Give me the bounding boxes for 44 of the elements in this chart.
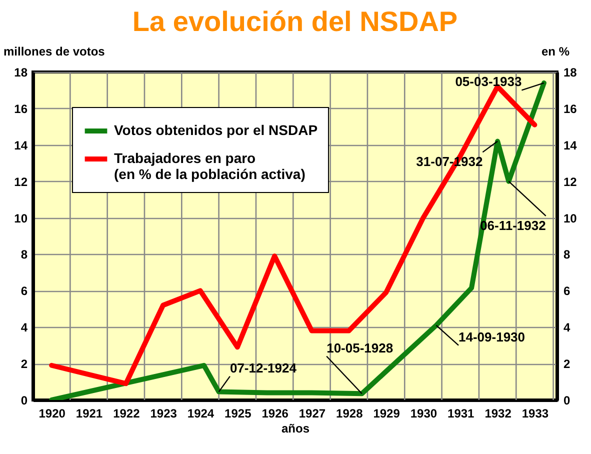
- x-tick-label: 1928: [336, 406, 364, 420]
- x-tick-label: 1922: [113, 406, 140, 420]
- y2-tick-label: 16: [564, 102, 578, 116]
- x-tick-label: 1925: [224, 406, 252, 420]
- y2-tick-label: 6: [564, 284, 570, 298]
- y-tick-label: 14: [14, 138, 28, 152]
- y-tick-label: 8: [20, 248, 28, 262]
- x-tick-label: 1926: [262, 406, 289, 420]
- y2-tick-label: 10: [564, 211, 578, 226]
- x-tick-label: 1932: [484, 406, 512, 420]
- y-tick-label: 2: [20, 357, 28, 372]
- x-tick-label: 1924: [187, 406, 214, 420]
- y2-tick-label: 0: [564, 394, 570, 408]
- legend-label: Votos obtenidos por el NSDAP: [114, 122, 318, 138]
- x-tick-label: 1920: [38, 406, 66, 420]
- y-tick-label: 4: [20, 320, 28, 335]
- x-tick-label: 1927: [298, 406, 326, 420]
- annotation: 07-12-1924: [230, 360, 298, 376]
- y2-tick-label: 4: [564, 320, 570, 335]
- x-tick-label: 1933: [522, 406, 549, 420]
- x-tick-label: 1930: [410, 406, 438, 420]
- x-tick-label: 1923: [150, 406, 178, 420]
- y-tick-label: 18: [14, 66, 28, 80]
- y-tick-label: 6: [20, 284, 28, 298]
- y-axis-title: millones de votos: [4, 44, 106, 58]
- x-tick-label: 1929: [373, 406, 400, 420]
- annotation: 10-05-1928: [326, 340, 394, 356]
- annotation: 14-09-1930: [458, 329, 526, 344]
- y-tick-label: 0: [20, 394, 28, 408]
- y-tick-label: 12: [14, 174, 28, 189]
- y-tick-label: 10: [14, 211, 28, 226]
- y-tick-label: 16: [14, 102, 28, 116]
- chart-title: La evolución del NSDAP: [132, 6, 458, 37]
- y2-tick-label: 14: [564, 138, 578, 152]
- x-tick-label: 1931: [448, 406, 475, 420]
- y2-tick-label: 12: [564, 174, 578, 189]
- y2-tick-label: 8: [564, 248, 570, 262]
- annotation: 05-03-1933: [455, 74, 522, 90]
- x-tick-label: 1921: [76, 406, 103, 420]
- y2-axis-title: en %: [541, 44, 570, 58]
- legend-label: Trabajadores en paro (en % de la población activa): [114, 150, 306, 182]
- y2-tick-label: 2: [564, 357, 570, 372]
- x-axis-title: años: [281, 422, 310, 436]
- y2-tick-label: 18: [564, 66, 578, 80]
